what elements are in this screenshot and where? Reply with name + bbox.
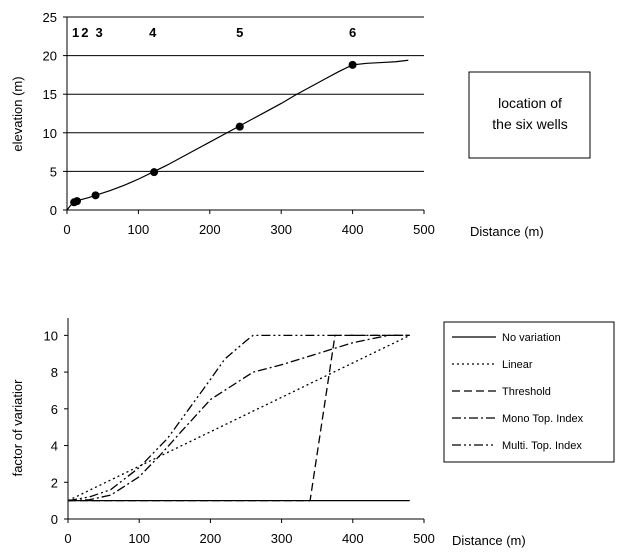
elevation-x-tick-label: 100: [128, 222, 150, 237]
well-label: 2: [81, 25, 88, 40]
elevation-y-label: elevation (m): [10, 76, 25, 151]
well-point: [150, 168, 159, 177]
well-points: [70, 60, 357, 207]
elevation-y-tick-label: 5: [50, 164, 57, 179]
annotation-line-2: the six wells: [492, 116, 567, 132]
variation-x-tick-label: 500: [413, 531, 435, 546]
elevation-y-tick-label: 10: [43, 126, 57, 141]
elevation-x-tick-label: 200: [199, 222, 221, 237]
legend-label-mono-top-index: Mono Top. Index: [502, 413, 584, 425]
variation-y-tick-label: 10: [44, 328, 58, 343]
elevation-y-tick-label: 20: [43, 49, 57, 64]
well-point: [235, 122, 244, 131]
elevation-x-label: Distance (m): [470, 224, 544, 239]
variation-x-label: Distance (m): [452, 533, 526, 548]
elevation-x-tick-label: 400: [342, 222, 364, 237]
well-label: 3: [96, 25, 103, 40]
variation-y-tick-label: 4: [51, 439, 58, 454]
variation-y-tick-label: 6: [51, 402, 58, 417]
elevation-y-tick-label: 15: [43, 87, 57, 102]
annotation-box: [468, 71, 591, 159]
elevation-y-tick-label: 0: [50, 203, 57, 218]
annotation-line-1: location of: [498, 95, 562, 111]
series-linear: [67, 334, 411, 502]
well-label: 6: [349, 25, 356, 40]
well-point: [348, 60, 357, 69]
elevation-x-tick-label: 300: [270, 222, 292, 237]
well-point: [72, 197, 81, 206]
elevation-x-tick-label: 500: [413, 222, 435, 237]
well-label: 1: [72, 25, 79, 40]
elevation-y-ticks: 0 5 10 15 20 25: [43, 10, 67, 218]
legend-label-linear: Linear: [502, 359, 533, 371]
variation-chart: 0 2 4 6 8 10 0 100 200 300 400 500 factor of varia…: [10, 318, 615, 548]
series-multi-top-index: [67, 334, 410, 502]
variation-y-tick-label: 0: [51, 512, 58, 527]
variation-x-ticks: 0 100 200 300 400 500: [64, 519, 435, 546]
elevation-profile: [66, 59, 409, 211]
elevation-line: [66, 59, 409, 211]
legend-box: [443, 321, 615, 463]
variation-y-label: factor of variatior: [10, 379, 25, 476]
well-label: 4: [149, 25, 157, 40]
legend: No variation Linear Threshold Mono Top. Ind…: [452, 332, 584, 452]
elevation-gridlines: [67, 16, 424, 172]
elevation-y-tick-label: 25: [43, 10, 57, 25]
variation-x-tick-label: 200: [200, 531, 222, 546]
variation-x-tick-label: 100: [128, 531, 150, 546]
series-mono-top-index: [67, 334, 410, 502]
well-point: [91, 191, 100, 200]
legend-label-threshold: Threshold: [502, 386, 551, 398]
elevation-x-tick-label: 0: [63, 222, 70, 237]
variation-y-tick-label: 8: [51, 365, 58, 380]
variation-x-tick-label: 400: [342, 531, 364, 546]
variation-y-ticks: 0 2 4 6 8 10: [44, 328, 68, 527]
variation-y-tick-label: 2: [51, 475, 58, 490]
variation-x-tick-label: 300: [271, 531, 293, 546]
elevation-x-ticks: 0 100 200 300 400 500: [63, 210, 435, 237]
variation-x-tick-label: 0: [64, 531, 71, 546]
legend-label-multi-top-index: Multi. Top. Index: [502, 440, 582, 452]
legend-label-no-variation: No variation: [502, 332, 561, 344]
well-label: 5: [236, 25, 243, 40]
variation-series: [67, 334, 411, 502]
